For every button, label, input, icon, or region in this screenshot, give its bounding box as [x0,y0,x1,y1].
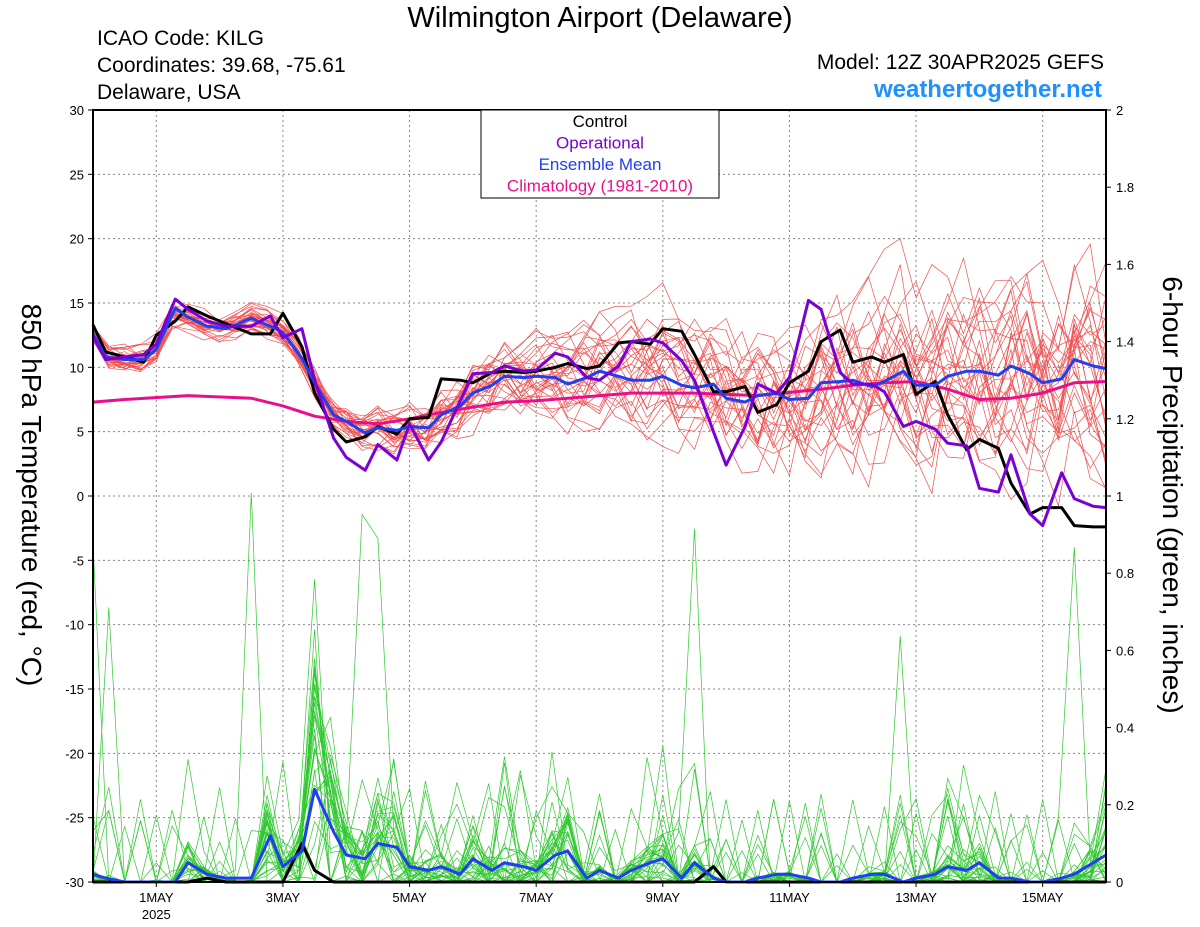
y-right-tick-label: 1.6 [1116,257,1134,272]
precip-member-line [93,715,1107,884]
x-tick-label: 3MAY [266,890,301,905]
x-tick-label: 1MAY [139,890,174,905]
y-left-tick-label: -5 [72,553,84,568]
x-tick-label: 15MAY [1022,890,1064,905]
main-series [91,297,1107,884]
legend-item-control: Control [573,112,628,131]
grid [93,110,1106,882]
legend-item-operational: Operational [556,134,644,153]
y-left-tick-label: 30 [70,103,84,118]
temp-member-line [92,272,1107,490]
y-left-tick-label: 0 [77,489,84,504]
y-left-tick-label: 15 [70,296,84,311]
legend-item-climatology: Climatology (1981-2010) [507,177,693,196]
y-right-tick-label: 1 [1116,489,1123,504]
y-left-tick-label: 25 [70,167,84,182]
x-tick-label: 7MAY [519,890,554,905]
icao-code: ICAO Code: KILG [97,27,264,50]
chart-title: Wilmington Airport (Delaware) [407,2,793,34]
precip-member-line [93,492,1107,883]
climatology-left-line [92,380,1107,426]
legend-box [480,109,720,199]
coordinates: Coordinates: 39.68, -75.61 [97,54,346,77]
axis-ticks: 302520151050-5-10-15-20-25-3021.81.61.41… [65,103,1134,922]
temp-member-line [92,311,1107,472]
precip-member-line [92,762,1107,884]
y-right-tick-label: 2 [1116,103,1123,118]
x-tick-label: 13MAY [895,890,937,905]
precip-member-line [92,696,1107,883]
x-tick-sublabel: 2025 [142,907,171,922]
y-left-tick-label: 20 [70,232,84,247]
y-right-tick-label: 0.4 [1116,721,1134,736]
y-right-tick-label: 1.2 [1116,412,1134,427]
y-left-tick-label: 10 [70,360,84,375]
y-right-tick-label: 1.4 [1116,335,1134,350]
region: Delaware, USA [97,81,241,104]
temp-member-line [92,287,1107,461]
precip-member-line [93,696,1107,883]
precip-member-line [92,543,1107,883]
precip-member-line [92,635,1107,883]
y-left-tick-label: -25 [65,811,84,826]
y-right-tick-label: 1.8 [1116,180,1134,195]
temp-member-line [92,295,1107,500]
brand-link[interactable]: weathertogether.net [873,76,1102,103]
precip-member-line [92,756,1107,883]
temp-member-line [92,264,1107,474]
x-tick-label: 5MAY [392,890,427,905]
y-left-tick-label: 5 [77,425,84,440]
temp-member-line [92,311,1107,448]
control-left-line [91,305,1106,529]
y-left-tick-label: -20 [65,746,84,761]
y-right-tick-label: 0.2 [1116,798,1134,813]
y-left-tick-label: -15 [65,682,84,697]
temp-member-line [92,311,1107,465]
y-right-tick-label: 0.6 [1116,643,1134,658]
y-right-tick-label: 0.8 [1116,566,1134,581]
temp-member-line [92,256,1107,508]
legend-item-ensemble-mean: Ensemble Mean [539,155,662,174]
precip-member-line [92,683,1107,883]
precip-member-line [92,629,1107,884]
x-tick-label: 9MAY [646,890,681,905]
ensemble-mean-right-line [92,787,1107,884]
operational-left-line [91,297,1107,528]
ensemble-members-temp [92,238,1107,508]
y-left-tick-label: -10 [65,618,84,633]
ensemble-members-precip [92,492,1107,884]
y-left-tick-label: -30 [65,875,84,890]
precip-member-line [92,665,1107,883]
model-run: Model: 12Z 30APR2025 GEFS [816,51,1104,74]
precip-member-line [92,513,1107,883]
temp-member-line [92,238,1107,454]
x-tick-label: 11MAY [769,890,810,905]
y-right-tick-label: 0 [1116,875,1123,890]
legend: Control Operational Ensemble Mean Climatolo… [480,109,720,199]
